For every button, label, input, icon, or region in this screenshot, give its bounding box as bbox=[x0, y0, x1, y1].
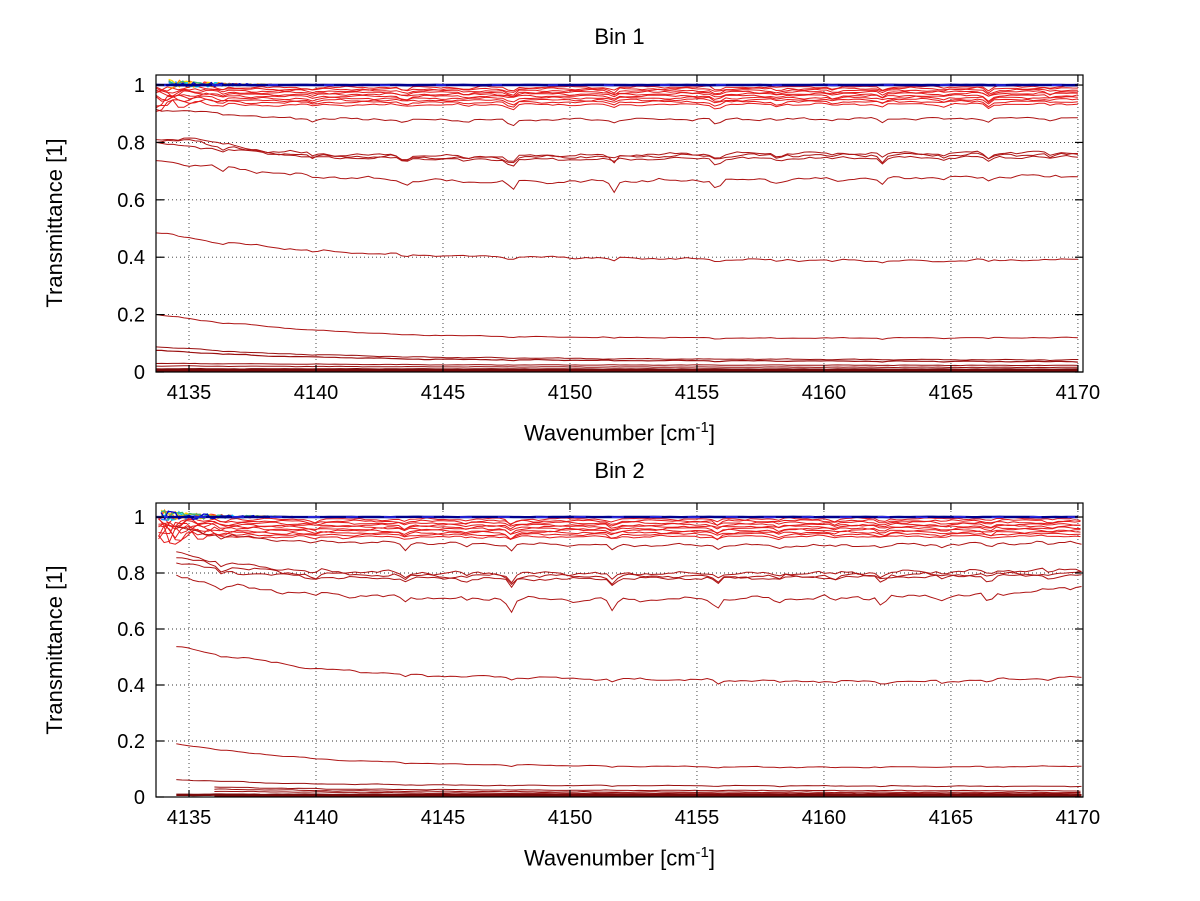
plot-0-title: Bin 1 bbox=[594, 24, 645, 49]
plot-0-xlabel-close: ] bbox=[708, 420, 716, 446]
plot-0-ylabel: Transmittance [1] bbox=[42, 138, 67, 308]
y-tick-label: 0.8 bbox=[117, 132, 145, 154]
spectrum-line bbox=[156, 92, 1079, 102]
spectrum-line bbox=[156, 90, 1078, 99]
spectrum-line bbox=[176, 743, 1082, 769]
axes-box bbox=[155, 74, 1084, 373]
spectrum-line bbox=[156, 87, 1078, 96]
x-tick-label: 4170 bbox=[1056, 382, 1101, 404]
spectrum-line bbox=[156, 369, 1078, 372]
spectrum-line bbox=[156, 515, 1078, 519]
spectrum-line bbox=[156, 160, 1078, 194]
plot-1-xlabel-text: Wavenumber [cm bbox=[523, 845, 696, 871]
plot-1-xlabel-sup: -1 bbox=[695, 844, 709, 861]
spectrum-line bbox=[176, 557, 1082, 586]
plot-1-ylabel: Transmittance [1] bbox=[42, 565, 67, 735]
spectrum-line bbox=[214, 786, 1081, 792]
spectrum-line bbox=[158, 521, 1081, 535]
spectrum-line bbox=[176, 793, 1082, 797]
spectrum-line bbox=[176, 779, 1082, 788]
spectrum-line bbox=[156, 232, 1078, 264]
y-tick-label: 1 bbox=[134, 507, 145, 529]
spectrum-line bbox=[156, 346, 1078, 362]
spectrum-line bbox=[214, 788, 1081, 794]
spectrum-line bbox=[156, 94, 1078, 104]
spectrum-line bbox=[156, 98, 1078, 108]
tick-labels: 4135 4140 4145 4150 4155 4160 4165 4170 0 0.2 0.4 0… bbox=[117, 507, 1100, 829]
spectrum-line bbox=[158, 521, 1081, 540]
y-tick-label: 1 bbox=[134, 75, 145, 97]
axes-box bbox=[155, 502, 1084, 798]
plot-0-xlabel-text: Wavenumber [cm bbox=[523, 420, 696, 446]
spectrum-line bbox=[158, 524, 1081, 541]
spectrum-line bbox=[156, 108, 1078, 127]
y-tick-label: 0.8 bbox=[117, 563, 145, 585]
x-tick-label: 4135 bbox=[167, 807, 212, 829]
y-tick-label: 0 bbox=[134, 787, 145, 809]
bin-1-plot-area: 4135 4140 4145 4150 4155 4160 4165 4170 0 0.2 0.4 0… bbox=[117, 74, 1100, 404]
plot-1-xlabel: Wavenumber [cm-1] bbox=[156, 844, 1083, 871]
plot-1-xlabel-close: ] bbox=[708, 845, 716, 871]
x-tick-label: 4170 bbox=[1056, 807, 1101, 829]
spectrum-line bbox=[156, 141, 1078, 167]
spectrum-line bbox=[214, 794, 1081, 797]
x-tick-label: 4155 bbox=[675, 807, 720, 829]
spectrum-line bbox=[158, 526, 1081, 544]
x-tick-label: 4145 bbox=[421, 382, 466, 404]
bin-2-plot-area: 4135 4140 4145 4150 4155 4160 4165 4170 0 0.2 0.4 0… bbox=[117, 502, 1100, 829]
spectrum-line bbox=[156, 367, 1078, 372]
y-tick-label: 0.2 bbox=[117, 305, 145, 327]
y-tick-label: 0.6 bbox=[117, 190, 145, 212]
spectrum-line bbox=[176, 525, 1082, 552]
y-tick-label: 0.4 bbox=[117, 247, 145, 269]
x-tick-label: 4155 bbox=[675, 382, 720, 404]
tick-labels: 4135 4140 4145 4150 4155 4160 4165 4170 0 0.2 0.4 0… bbox=[117, 75, 1100, 404]
x-tick-label: 4160 bbox=[802, 382, 847, 404]
spectrum-line bbox=[156, 95, 1078, 109]
spectrum-line bbox=[176, 574, 1082, 614]
y-tick-label: 0.2 bbox=[117, 731, 145, 753]
y-tick-label: 0.4 bbox=[117, 675, 145, 697]
plot-0-xlabel-sup: -1 bbox=[695, 419, 709, 436]
x-tick-label: 4140 bbox=[294, 807, 339, 829]
spectrum-line bbox=[176, 646, 1082, 685]
plot-0-xlabel: Wavenumber [cm-1] bbox=[156, 419, 1083, 446]
x-tick-label: 4150 bbox=[548, 807, 593, 829]
spectrum-line bbox=[156, 365, 1078, 369]
spectrum-line bbox=[156, 85, 1078, 94]
y-tick-label: 0 bbox=[134, 362, 145, 384]
spectrum-line bbox=[214, 790, 1081, 795]
plot-1-title: Bin 2 bbox=[594, 458, 645, 483]
x-tick-label: 4160 bbox=[802, 807, 847, 829]
tick-marks bbox=[156, 75, 1083, 373]
x-tick-label: 4150 bbox=[548, 382, 593, 404]
x-tick-label: 4140 bbox=[294, 382, 339, 404]
spectrum-line bbox=[156, 313, 1078, 340]
x-tick-label: 4145 bbox=[421, 807, 466, 829]
x-tick-label: 4135 bbox=[167, 382, 212, 404]
spectrum-line bbox=[156, 89, 1078, 98]
spectrum-line bbox=[176, 551, 1082, 584]
spectrum-line bbox=[158, 518, 1081, 531]
spectrum-line bbox=[158, 525, 1081, 545]
spectrum-line bbox=[156, 349, 1078, 363]
x-tick-label: 4165 bbox=[929, 382, 974, 404]
spectrum-line bbox=[176, 562, 1082, 589]
spectrum-line bbox=[156, 362, 1078, 367]
series-lines bbox=[156, 78, 1079, 372]
series-lines bbox=[156, 508, 1082, 797]
spectrum-line bbox=[156, 99, 1078, 112]
tick-marks bbox=[156, 503, 1083, 798]
x-tick-label: 4165 bbox=[929, 807, 974, 829]
y-tick-label: 0.6 bbox=[117, 619, 145, 641]
